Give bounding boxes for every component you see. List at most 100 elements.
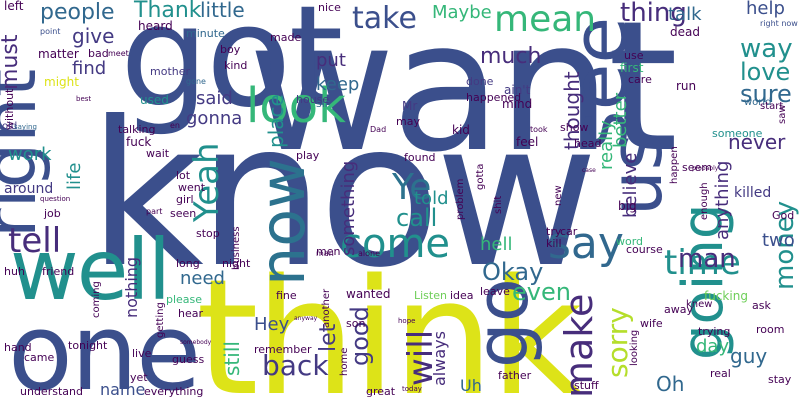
word-talk: talk: [668, 4, 702, 25]
word-gone: gone: [186, 77, 206, 86]
word-stop: stop: [196, 227, 220, 240]
word-man: man: [678, 244, 736, 274]
word-stuff: stuff: [574, 379, 599, 392]
word-mother: mother: [150, 65, 191, 78]
word-took: took: [530, 125, 548, 134]
word-part: part: [146, 207, 163, 216]
word-saying: saying: [14, 123, 37, 131]
word-question: question: [40, 195, 71, 203]
word-well: well: [10, 221, 171, 319]
word-look: look: [246, 78, 346, 134]
word-tell: tell: [8, 221, 62, 261]
word-hear: hear: [178, 307, 204, 320]
word-still: still: [220, 341, 244, 376]
word-great: great: [366, 385, 396, 398]
word-enough: enough: [699, 182, 710, 220]
word-home: home: [339, 347, 350, 376]
word-please: please: [166, 293, 203, 306]
word-leave: leave: [480, 285, 510, 298]
word-might: might: [44, 75, 79, 89]
word-talking: talking: [118, 123, 156, 136]
word-somebody: somebody: [180, 339, 212, 346]
word-care: care: [628, 73, 652, 86]
word-gotta: gotta: [475, 163, 486, 190]
word-big: big: [618, 199, 637, 213]
word-came: came: [24, 351, 55, 364]
word-better: better: [610, 92, 631, 148]
word-father: father: [498, 369, 532, 382]
word-looking: looking: [629, 329, 640, 366]
word-sir: sir: [316, 97, 330, 110]
word-course: course: [626, 243, 663, 256]
word-said: said: [196, 88, 233, 109]
word-find: find: [72, 58, 107, 79]
word-told: told: [414, 188, 449, 209]
word-man-small: man: [316, 249, 334, 258]
word-always: always: [430, 331, 449, 386]
word-place: place: [264, 94, 288, 148]
word-come: come: [340, 221, 451, 267]
word-friend: friend: [42, 265, 75, 278]
word-god: God: [772, 209, 795, 222]
word-think: think: [196, 244, 583, 400]
word-good: good: [346, 306, 374, 366]
word-coming: coming: [91, 281, 102, 318]
word-nothing: nothing: [122, 256, 141, 318]
word-car: car: [560, 225, 578, 238]
word-show: show: [560, 121, 589, 134]
word-maybe: Maybe: [432, 2, 492, 23]
word-gonna: gonna: [186, 108, 243, 129]
word-remember: remember: [254, 343, 312, 356]
word-head: head: [574, 137, 602, 150]
word-stay: stay: [768, 373, 792, 386]
word-dead: dead: [670, 25, 700, 39]
word-around: around: [4, 181, 54, 197]
word-real: real: [710, 367, 731, 380]
word-long: long: [176, 257, 200, 270]
word-time: time: [664, 243, 741, 283]
word-point: point: [40, 27, 61, 36]
word-aint: ain't: [504, 83, 531, 97]
word-left: left: [4, 0, 24, 13]
word-boy: boy: [220, 43, 241, 56]
word-yet: yet: [130, 371, 148, 384]
word-shit: shit: [493, 195, 504, 214]
word-girl: girl: [176, 193, 194, 206]
word-wife: wife: [640, 317, 663, 330]
word-en: en: [170, 121, 180, 130]
word-world: world: [744, 97, 772, 108]
word-went: went: [178, 181, 206, 194]
word-seen: seen: [170, 207, 197, 220]
word-anything: anything: [712, 160, 733, 240]
word-people: people: [40, 0, 115, 25]
word-life: life: [64, 162, 85, 190]
word-try: try: [546, 225, 562, 238]
word-use: use: [624, 49, 644, 62]
word-happen: happen: [669, 146, 680, 184]
word-understand: understand: [20, 385, 83, 398]
word-right-now: right now: [760, 19, 798, 28]
word-oh: Oh: [656, 372, 685, 396]
word-listen: Listen: [414, 289, 447, 302]
word-ye: Ye: [392, 167, 432, 208]
word-tonight: tonight: [68, 339, 108, 352]
word-live: live: [132, 347, 152, 360]
word-kill: kill: [546, 237, 562, 250]
word-minute: minute: [186, 27, 225, 40]
word-happened: happened: [466, 91, 522, 104]
word-start: start: [760, 101, 784, 112]
word-kid: kid: [452, 123, 470, 137]
word-huh: huh: [4, 265, 25, 278]
word-something: something: [338, 160, 359, 256]
word-want: want: [248, 0, 678, 192]
word-room: room: [756, 323, 785, 336]
word-wait: wait: [146, 147, 170, 160]
word-hell: hell: [480, 234, 513, 255]
word-word: word: [616, 235, 644, 248]
word-may: may: [396, 115, 420, 128]
word-take: take: [352, 1, 417, 36]
word-need: need: [180, 268, 225, 289]
word-love: love: [740, 58, 791, 86]
word-another: another: [321, 288, 332, 328]
word-everything: everything: [144, 385, 204, 398]
